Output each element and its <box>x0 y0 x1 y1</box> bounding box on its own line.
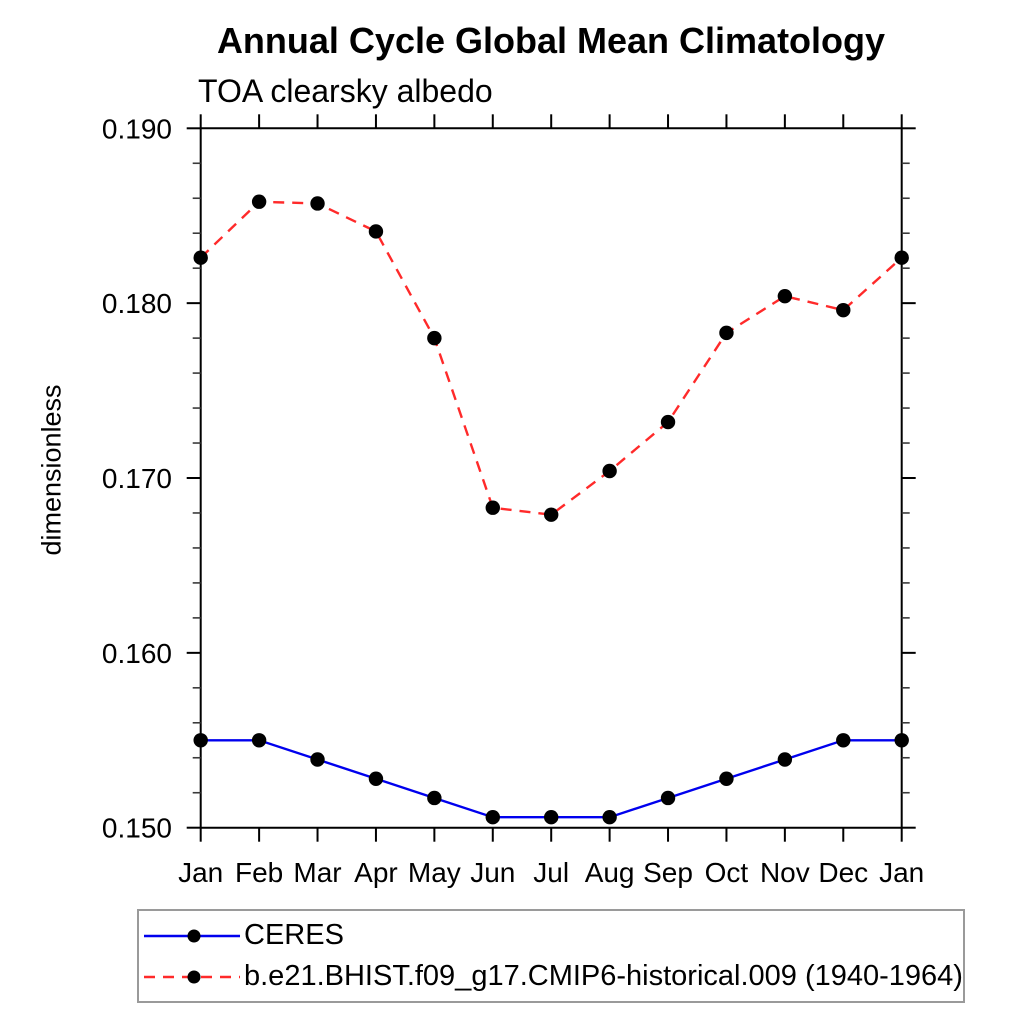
data-point-marker <box>777 752 793 767</box>
legend-item-ceres: CERES <box>139 917 963 955</box>
axis-box <box>199 127 903 829</box>
x-tick-label: Nov <box>760 857 810 888</box>
x-tick-label: Mar <box>293 857 341 888</box>
data-point-marker <box>544 810 559 825</box>
data-point-marker <box>602 463 617 479</box>
ceres-line <box>200 739 902 819</box>
x-tick-label: Jan <box>879 857 924 888</box>
legend-label: CERES <box>244 919 344 951</box>
x-ticks: Jan Feb Mar Apr May Jun Jul Aug Sep Oct Nov Dec Jan <box>178 114 924 888</box>
chart-title: Annual Cycle Global Mean Climatology <box>216 20 886 61</box>
data-point-marker <box>485 810 500 825</box>
data-point-marker <box>193 250 208 265</box>
data-point-marker <box>894 250 909 265</box>
x-tick-label: Dec <box>818 857 868 888</box>
data-point-marker <box>193 733 208 748</box>
legend-label: b.e21.BHIST.f09_g17.CMIP6-historical.009… <box>244 960 963 992</box>
data-point-marker <box>777 288 793 304</box>
y-tick-label: 0.160 <box>102 638 172 669</box>
data-point-marker <box>719 325 734 341</box>
x-tick-label: Jun <box>470 857 515 888</box>
x-tick-label: May <box>408 857 461 888</box>
data-point-marker <box>251 733 267 748</box>
data-point-marker <box>368 224 384 239</box>
data-point-marker <box>602 810 617 825</box>
data-point-marker <box>544 507 559 522</box>
data-point-marker <box>427 330 442 346</box>
data-point-marker <box>836 302 851 318</box>
model-series <box>193 194 909 522</box>
data-point-marker <box>894 733 909 748</box>
x-tick-label: Feb <box>235 857 283 888</box>
y-ticks: 0.150 0.160 0.170 0.180 0.190 <box>102 113 916 844</box>
legend-marker <box>187 929 201 942</box>
x-tick-label: Jul <box>533 857 569 888</box>
data-point-marker <box>836 733 851 748</box>
x-tick-label: Apr <box>354 857 398 888</box>
x-tick-label: Jan <box>178 857 223 888</box>
data-point-marker <box>310 196 325 211</box>
legend-marker <box>187 970 201 983</box>
chart-subtitle: TOA clearsky albedo <box>198 73 493 109</box>
legend: CERES b.e21.BHIST.f09_g17.CMIP6-historica… <box>137 909 965 1003</box>
model-line <box>199 200 903 516</box>
x-tick-label: Sep <box>643 857 693 888</box>
ceres-series <box>193 733 909 825</box>
data-point-marker <box>660 414 676 430</box>
data-point-marker <box>485 500 500 515</box>
legend-item-model: b.e21.BHIST.f09_g17.CMIP6-historical.009… <box>139 958 963 996</box>
x-tick-label: Oct <box>705 857 749 888</box>
data-point-marker <box>427 790 442 806</box>
legend-line-sample <box>144 929 240 942</box>
y-tick-label: 0.170 <box>102 463 172 494</box>
data-point-marker <box>368 771 384 786</box>
x-tick-label: Aug <box>585 857 635 888</box>
legend-line-sample <box>144 970 240 983</box>
y-tick-label: 0.190 <box>102 113 172 144</box>
data-point-marker <box>310 752 325 767</box>
data-point-marker <box>251 194 267 209</box>
y-tick-label: 0.150 <box>102 813 172 844</box>
data-point-marker <box>719 771 734 786</box>
data-point-marker <box>660 790 676 806</box>
y-tick-label: 0.180 <box>102 288 172 319</box>
